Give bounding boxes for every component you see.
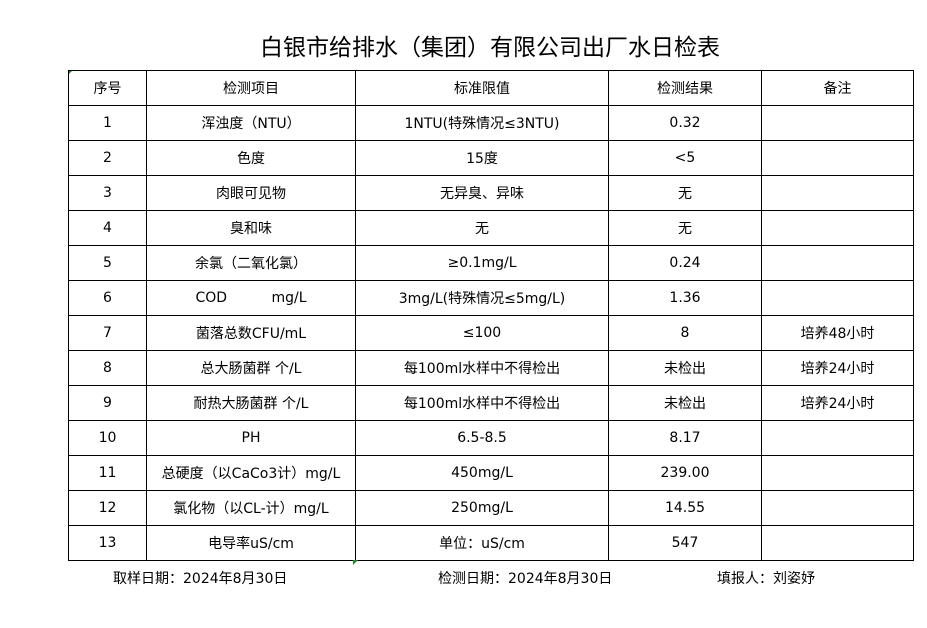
cell-item: 色度: [146, 140, 356, 176]
test-date: 检测日期：2024年8月30日: [438, 571, 613, 587]
cell-item: 耐热大肠菌群 个/L: [146, 385, 356, 421]
table-row: 1 浑浊度（NTU） 1NTU(特殊情况≤3NTU) 0.32: [68, 105, 914, 141]
cell-item: 浑浊度（NTU）: [146, 105, 356, 141]
cell-result: <5: [608, 140, 762, 176]
header-result: 检测结果: [608, 70, 762, 106]
cell-result: 239.00: [608, 455, 762, 491]
cell-standard: 每100ml水样中不得检出: [355, 350, 609, 386]
cell-index: 5: [68, 245, 147, 281]
table-row: 6 COD mg/L 3mg/L(特殊情况≤5mg/L) 1.36: [68, 280, 914, 316]
header-item: 检测项目: [146, 70, 356, 106]
header-remark: 备注: [761, 70, 914, 106]
table-row: 5 余氯（二氧化氯） ≥0.1mg/L 0.24: [68, 245, 914, 281]
cell-result: 8: [608, 315, 762, 351]
cell-remark: 培养24小时: [761, 385, 914, 421]
cell-result: 14.55: [608, 490, 762, 526]
cell-item: 电导率uS/cm: [146, 525, 356, 561]
cell-standard: 6.5-8.5: [355, 420, 609, 456]
cell-result: 0.24: [608, 245, 762, 281]
cell-item: 臭和味: [146, 210, 356, 246]
cell-standard: 15度: [355, 140, 609, 176]
cell-item: 总硬度（以CaCo3计）mg/L: [146, 455, 356, 491]
cell-standard: 无: [355, 210, 609, 246]
cell-index: 6: [68, 280, 147, 316]
cell-index: 2: [68, 140, 147, 176]
cell-result: 无: [608, 175, 762, 211]
cell-item: 氯化物（以CL-计）mg/L: [146, 490, 356, 526]
header-index: 序号: [68, 70, 147, 106]
table-row: 10 PH 6.5-8.5 8.17: [68, 420, 914, 456]
cell-result: 8.17: [608, 420, 762, 456]
table-row: 13 电导率uS/cm 单位：uS/cm 547: [68, 525, 914, 561]
cell-item: PH: [146, 420, 356, 456]
cell-standard: ≤100: [355, 315, 609, 351]
cell-remark: [761, 525, 914, 561]
cell-marker-icon: [353, 560, 358, 565]
cell-index: 7: [68, 315, 147, 351]
cell-result: 未检出: [608, 385, 762, 421]
cell-index: 8: [68, 350, 147, 386]
table-row: 8 总大肠菌群 个/L 每100ml水样中不得检出 未检出 培养24小时: [68, 350, 914, 386]
cell-result: 无: [608, 210, 762, 246]
cell-index: 10: [68, 420, 147, 456]
cell-index: 1: [68, 105, 147, 141]
cell-item: 总大肠菌群 个/L: [146, 350, 356, 386]
cell-index: 11: [68, 455, 147, 491]
cell-item: COD mg/L: [146, 280, 356, 316]
cell-remark: 培养24小时: [761, 350, 914, 386]
cell-standard: 3mg/L(特殊情况≤5mg/L): [355, 280, 609, 316]
cell-index: 12: [68, 490, 147, 526]
cell-remark: [761, 490, 914, 526]
cell-standard: 单位：uS/cm: [355, 525, 609, 561]
cell-index: 3: [68, 175, 147, 211]
table-row: 2 色度 15度 <5: [68, 140, 914, 176]
cell-remark: [761, 140, 914, 176]
cell-item: 菌落总数CFU/mL: [146, 315, 356, 351]
cell-standard: 1NTU(特殊情况≤3NTU): [355, 105, 609, 141]
cell-item: 余氯（二氧化氯）: [146, 245, 356, 281]
cell-standard: 无异臭、异味: [355, 175, 609, 211]
table-row: 12 氯化物（以CL-计）mg/L 250mg/L 14.55: [68, 490, 914, 526]
header-row: 序号 检测项目 标准限值 检测结果 备注: [68, 70, 914, 106]
cell-standard: 每100ml水样中不得检出: [355, 385, 609, 421]
cell-index: 4: [68, 210, 147, 246]
cell-standard: ≥0.1mg/L: [355, 245, 609, 281]
cell-remark: 培养48小时: [761, 315, 914, 351]
page-title: 白银市给排水（集团）有限公司出厂水日检表: [260, 35, 720, 61]
cell-result: 0.32: [608, 105, 762, 141]
cell-remark: [761, 280, 914, 316]
cell-item: 肉眼可见物: [146, 175, 356, 211]
cell-standard: 250mg/L: [355, 490, 609, 526]
table-row: 3 肉眼可见物 无异臭、异味无: [68, 175, 914, 211]
cell-remark: [761, 105, 914, 141]
cell-remark: [761, 245, 914, 281]
cell-result: 未检出: [608, 350, 762, 386]
cell-index: 9: [68, 385, 147, 421]
cell-result: 547: [608, 525, 762, 561]
cell-result: 1.36: [608, 280, 762, 316]
cell-remark: [761, 175, 914, 211]
cell-index: 13: [68, 525, 147, 561]
table-row: 9 耐热大肠菌群 个/L 每100ml水样中不得检出 未检出 培养24小时: [68, 385, 914, 421]
cell-remark: [761, 455, 914, 491]
inspection-table: 序号 检测项目 标准限值 检测结果 备注 1 浑浊度（NTU） 1NTU(特殊情况≤3NTU)…: [68, 70, 914, 561]
sampling-date: 取样日期：2024年8月30日: [113, 571, 288, 587]
cell-remark: [761, 420, 914, 456]
reporter: 填报人：刘姿妤: [717, 571, 815, 587]
header-standard: 标准限值: [355, 70, 609, 106]
table-row: 11 总硬度（以CaCo3计）mg/L 450mg/L 239.00: [68, 455, 914, 491]
cell-remark: [761, 210, 914, 246]
cell-standard: 450mg/L: [355, 455, 609, 491]
table-row: 7 菌落总数CFU/mL ≤100 8 培养48小时: [68, 315, 914, 351]
table-row: 4 臭和味无无: [68, 210, 914, 246]
